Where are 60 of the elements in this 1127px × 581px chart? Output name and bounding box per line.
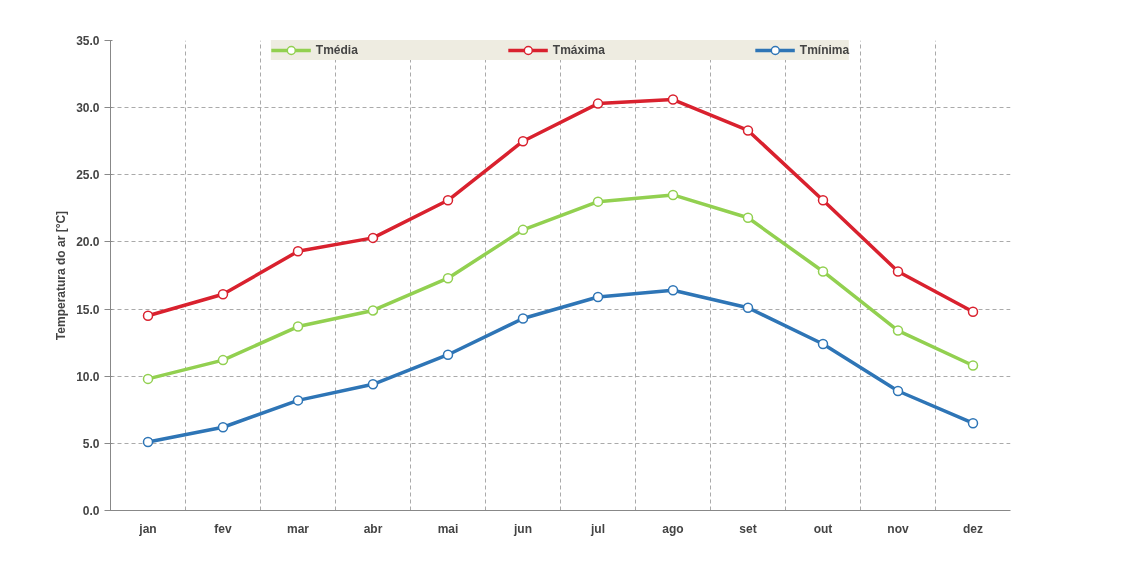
y-tick-label: 5.0 xyxy=(82,436,100,451)
point xyxy=(367,379,379,390)
point xyxy=(892,385,904,397)
y-axis-title: Temperatura do ar [°C] xyxy=(54,210,69,341)
x-tick-label: dez xyxy=(963,521,984,536)
point xyxy=(592,291,604,303)
point xyxy=(892,325,904,336)
point xyxy=(442,349,454,360)
point xyxy=(742,302,754,313)
point xyxy=(592,98,604,109)
point xyxy=(217,422,229,433)
point xyxy=(817,195,829,206)
point xyxy=(442,272,454,284)
x-tick-label: fev xyxy=(214,521,232,536)
point xyxy=(442,195,454,206)
x-tick-label: jul xyxy=(590,521,605,536)
point xyxy=(667,189,679,201)
y-tick-label: 30.0 xyxy=(76,101,100,116)
point xyxy=(142,436,154,448)
point xyxy=(217,354,229,366)
y-tick-label: 35.0 xyxy=(76,34,100,48)
x-tick-label: jun xyxy=(513,521,532,536)
point xyxy=(892,266,904,277)
point xyxy=(742,125,754,136)
point xyxy=(967,360,979,371)
y-tick-label: 15.0 xyxy=(76,302,100,317)
point xyxy=(517,224,529,236)
x-tick-label: nov xyxy=(887,521,909,536)
point xyxy=(292,395,304,406)
y-tick-label: 25.0 xyxy=(76,168,100,183)
legend-label: Tmáxima xyxy=(552,43,605,57)
x-tick-label: mar xyxy=(286,521,310,536)
point xyxy=(517,313,529,324)
x-tick-label: abr xyxy=(363,521,383,536)
x-tick-label: out xyxy=(813,521,833,536)
legend-label: Tmédia xyxy=(315,43,358,57)
x-tick-label: set xyxy=(739,521,757,536)
x-tick-label: jan xyxy=(138,521,157,536)
point xyxy=(817,338,829,350)
point xyxy=(292,246,304,257)
point xyxy=(517,135,529,147)
point xyxy=(667,285,679,296)
point xyxy=(142,310,154,322)
point xyxy=(592,196,604,207)
y-tick-label: 20.0 xyxy=(76,235,100,250)
point xyxy=(742,212,754,223)
point xyxy=(817,266,829,277)
point xyxy=(967,417,979,429)
point xyxy=(217,289,229,300)
x-tick-label: ago xyxy=(662,521,684,536)
y-tick-label: 0.0 xyxy=(82,504,100,518)
point xyxy=(292,321,304,332)
point xyxy=(967,306,979,317)
y-tick-label: 10.0 xyxy=(76,369,100,384)
point xyxy=(667,94,679,105)
point xyxy=(142,373,154,385)
point xyxy=(367,232,379,244)
x-tick-label: mai xyxy=(437,521,459,536)
point xyxy=(367,305,379,316)
legend-label: Tmínima xyxy=(799,43,850,57)
